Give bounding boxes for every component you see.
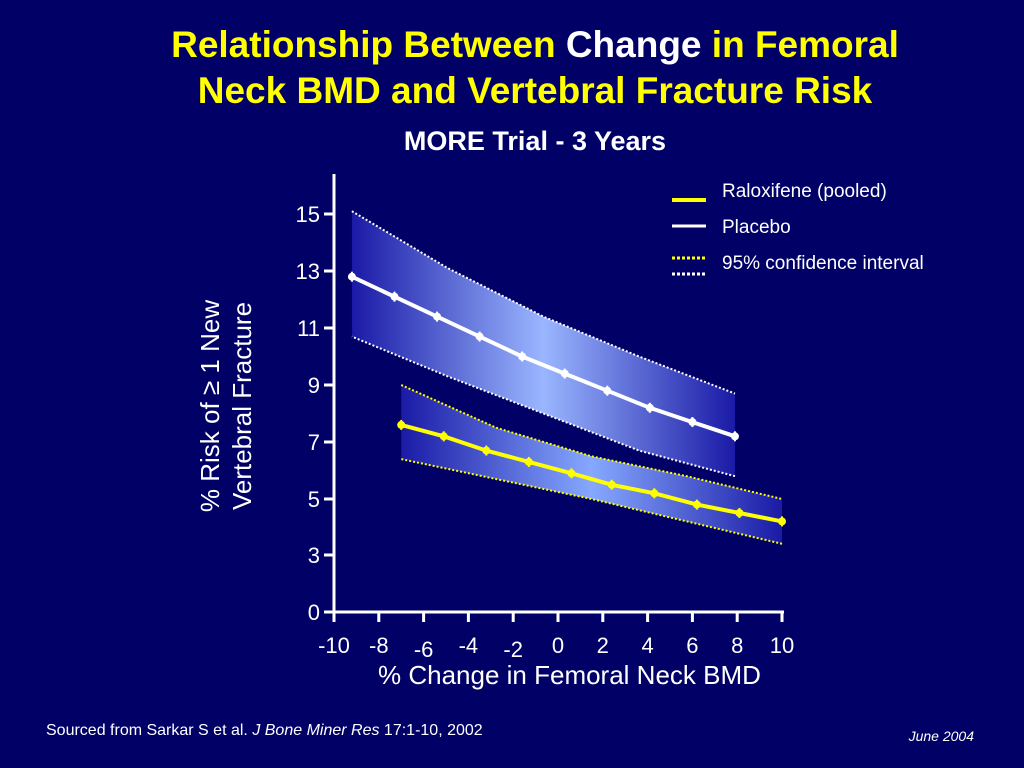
source-journal: J Bone Miner Res	[252, 722, 380, 739]
series-point-1	[439, 432, 448, 441]
ci-upper-bound-1	[400, 384, 783, 500]
y-tick-label: 7	[308, 430, 320, 455]
series-point-0	[433, 312, 442, 321]
y-tick-label: 11	[297, 316, 320, 341]
series-point-1	[650, 489, 659, 498]
x-axis-label: % Change in Femoral Neck BMD	[378, 660, 761, 690]
source-volume: 17:1-10, 2002	[379, 722, 483, 739]
y-axis-label: % Risk of ≥ 1 New Vertebral Fracture	[194, 256, 258, 556]
series-point-1	[778, 517, 786, 526]
x-tick-label: -2	[503, 637, 523, 662]
title-part-2: Change	[565, 24, 702, 65]
title-line-2: Neck BMD and Vertebral Fracture Risk	[197, 70, 873, 111]
legend-label-placebo: Placebo	[722, 217, 791, 238]
source-citation: Sourced from Sarkar S et al. J Bone Mine…	[46, 722, 483, 740]
legend-swatch-placebo	[672, 224, 706, 228]
series-point-1	[735, 509, 744, 517]
y-tick-label: 3	[308, 543, 320, 568]
series-point-1	[692, 500, 701, 509]
series-point-0	[518, 352, 527, 361]
series-point-1	[482, 446, 491, 455]
slide-title: Relationship Between Change in Femoral N…	[0, 22, 1024, 114]
legend-label-confidence: 95% confidence interval	[722, 253, 924, 274]
slide-date: June 2004	[908, 728, 974, 744]
ci-band-1	[401, 385, 782, 544]
x-tick-label: -6	[414, 637, 434, 662]
x-tick-label: 6	[686, 633, 698, 658]
series-point-1	[607, 480, 616, 489]
ci-lower-bound-0	[351, 335, 736, 478]
y-axis-label-line-2: Vertebral Fracture	[227, 301, 257, 511]
title-part-1: Relationship Between	[171, 24, 566, 65]
x-tick-label: 2	[597, 633, 609, 658]
series-point-0	[603, 386, 612, 395]
series-point-0	[560, 369, 569, 378]
x-tick-label: 0	[552, 633, 564, 658]
x-tick-label: 10	[770, 633, 794, 658]
x-tick-label: 8	[731, 633, 743, 658]
series-point-0	[645, 403, 654, 412]
y-axis-label-line-1: % Risk of ≥ 1 New	[195, 299, 225, 513]
ci-band-0	[351, 211, 735, 477]
x-tick-label: 4	[641, 633, 653, 658]
ci-lower-bound-1	[400, 458, 783, 545]
series-point-0	[390, 292, 399, 301]
series-point-0	[347, 272, 356, 281]
source-prefix: Sourced from Sarkar S et al.	[46, 722, 253, 739]
series-line-1	[400, 422, 783, 524]
y-tick-label: 15	[296, 202, 320, 227]
x-tick-label: -10	[318, 633, 350, 658]
series-line-0	[351, 274, 736, 439]
title-part-3: in Femoral	[701, 24, 899, 65]
legend-label-raloxifene: Raloxifene (pooled)	[722, 181, 887, 202]
series-point-0	[688, 418, 697, 427]
y-tick-label: 5	[308, 487, 320, 512]
y-tick-label: 13	[296, 259, 320, 284]
series-point-0	[730, 432, 739, 441]
series-point-1	[524, 457, 533, 466]
series-point-1	[567, 469, 576, 478]
x-tick-label: -4	[459, 633, 479, 658]
series-point-0	[475, 332, 484, 341]
y-tick-label: 9	[308, 373, 320, 398]
x-tick-label: -8	[369, 633, 389, 658]
legend-swatch-raloxifene	[672, 198, 706, 202]
legend-swatch-confidence	[672, 256, 706, 276]
slide-subtitle: MORE Trial - 3 Years	[403, 126, 667, 156]
series-point-1	[397, 420, 406, 429]
ci-upper-bound-0	[351, 210, 736, 395]
y-tick-label: 0	[308, 600, 320, 625]
